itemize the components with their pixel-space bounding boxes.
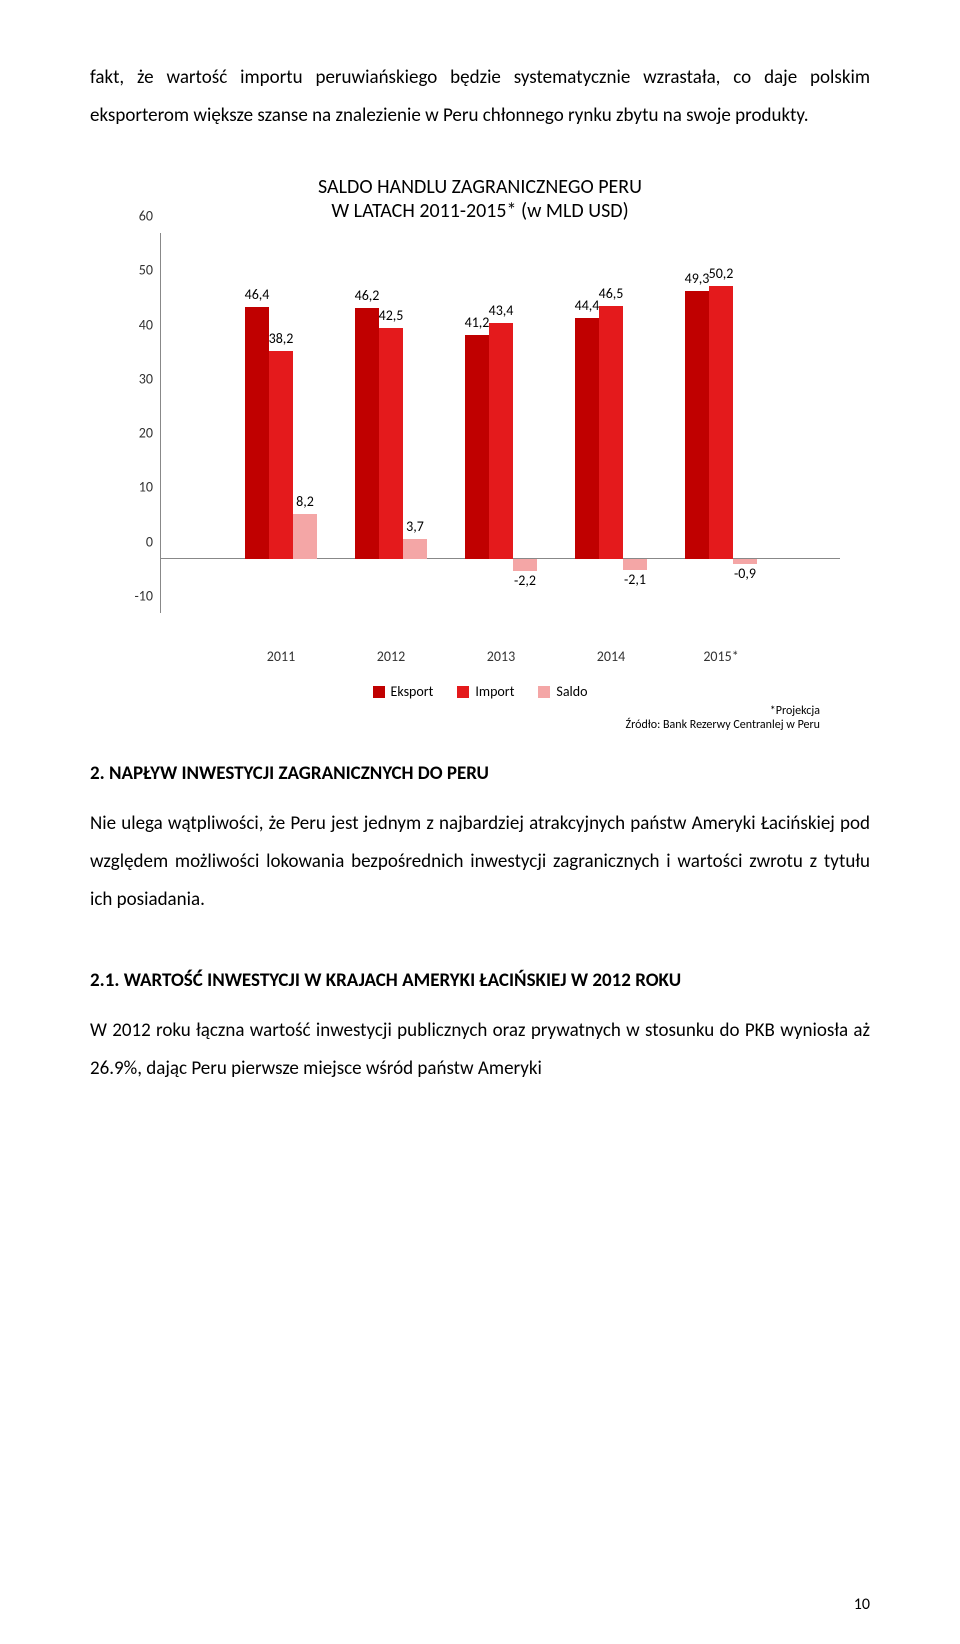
bar-value-label: -2,2 — [514, 572, 536, 589]
page-number: 10 — [854, 1595, 870, 1614]
y-tick: 10 — [121, 479, 153, 496]
legend-item: Eksport — [373, 683, 434, 700]
legend-swatch — [373, 686, 385, 698]
y-tick: 40 — [121, 316, 153, 333]
bar — [575, 318, 599, 559]
bar-value-label: 8,2 — [296, 493, 314, 510]
bar — [709, 286, 733, 559]
bar-value-label: 38,2 — [269, 330, 294, 347]
bar — [403, 539, 427, 559]
heading-2: 2. NAPŁYW INWESTYCJI ZAGRANICZNYCH DO PE… — [90, 762, 870, 785]
paragraph-2: Nie ulega wątpliwości, że Peru jest jedn… — [90, 805, 870, 919]
y-tick: 60 — [121, 208, 153, 225]
bar-value-label: 46,5 — [599, 285, 624, 302]
y-tick: 0 — [121, 533, 153, 550]
footnote-projekcja: *Projekcja — [770, 704, 820, 718]
bar — [599, 306, 623, 558]
page: fakt, że wartość importu peruwiańskiego … — [0, 0, 960, 1644]
bar-value-label: 43,4 — [489, 302, 514, 319]
bar-value-label: 41,2 — [465, 314, 490, 331]
chart-plot: -100102030405060201146,438,28,2201246,24… — [160, 233, 840, 613]
legend-swatch — [457, 686, 469, 698]
bar — [513, 559, 537, 571]
bar-chart: -100102030405060201146,438,28,2201246,24… — [120, 233, 840, 613]
bar — [293, 514, 317, 559]
bar — [733, 559, 757, 564]
chart-title-line1: SALDO HANDLU ZAGRANICZNEGO PERU — [318, 175, 642, 199]
bar-value-label: 50,2 — [709, 265, 734, 282]
bar-value-label: 49,3 — [685, 270, 710, 287]
legend-item: Saldo — [538, 683, 587, 700]
legend-label: Saldo — [556, 683, 587, 700]
y-tick: 20 — [121, 425, 153, 442]
bar — [623, 559, 647, 570]
footnote-source: Źródło: Bank Rezerwy Centranlej w Peru — [626, 718, 820, 732]
chart-footnote: *Projekcja Źródło: Bank Rezerwy Centranl… — [120, 704, 840, 732]
bar — [355, 308, 379, 559]
bar-value-label: -2,1 — [624, 571, 646, 588]
bar — [245, 307, 269, 559]
legend-label: Import — [475, 683, 514, 700]
y-tick: -10 — [121, 588, 153, 605]
legend-swatch — [538, 686, 550, 698]
bar-value-label: 46,2 — [355, 287, 380, 304]
legend-label: Eksport — [391, 683, 434, 700]
bar-value-label: 3,7 — [406, 518, 424, 535]
y-tick: 50 — [121, 262, 153, 279]
bar-value-label: -0,9 — [734, 565, 756, 582]
chart-container: SALDO HANDLU ZAGRANICZNEGO PERU W LATACH… — [120, 175, 840, 732]
bar-value-label: 44,4 — [575, 297, 600, 314]
bar — [379, 328, 403, 559]
paragraph-1: fakt, że wartość importu peruwiańskiego … — [90, 59, 870, 135]
bar — [269, 351, 293, 558]
heading-2-1: 2.1. WARTOŚĆ INWESTYCJI W KRAJACH AMERYK… — [90, 969, 870, 992]
chart-legend: Eksport Import Saldo — [120, 683, 840, 700]
bar-value-label: 46,4 — [245, 286, 270, 303]
paragraph-3: W 2012 roku łączna wartość inwestycji pu… — [90, 1012, 870, 1088]
legend-item: Import — [457, 683, 514, 700]
chart-title-line2: W LATACH 2011-2015* (w MLD USD) — [331, 199, 628, 223]
chart-title: SALDO HANDLU ZAGRANICZNEGO PERU W LATACH… — [120, 175, 840, 223]
bar — [465, 335, 489, 559]
bar — [489, 323, 513, 559]
y-tick: 30 — [121, 370, 153, 387]
bar — [685, 291, 709, 559]
bar-value-label: 42,5 — [379, 307, 404, 324]
